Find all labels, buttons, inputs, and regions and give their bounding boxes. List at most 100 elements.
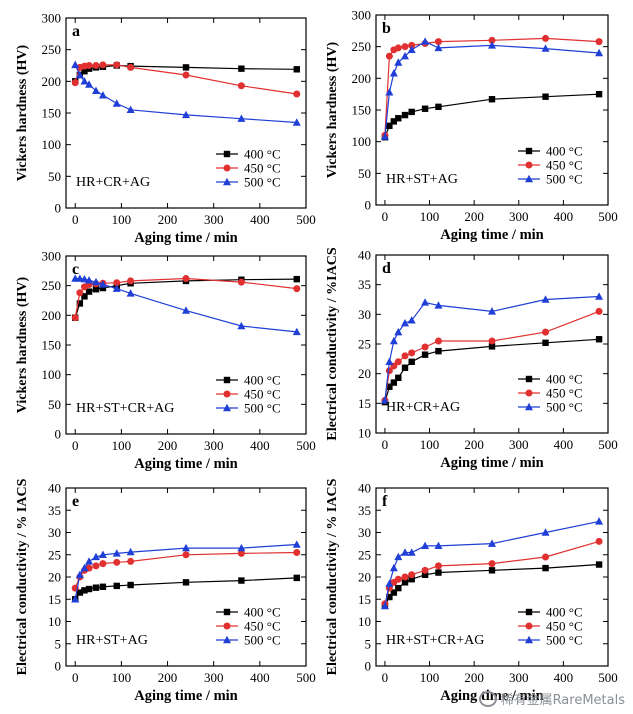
data-point	[71, 595, 80, 603]
data-point	[390, 589, 398, 596]
data-point	[76, 300, 84, 307]
x-tick-label: 0	[72, 438, 79, 453]
data-point	[385, 357, 394, 365]
legend-label: 400 °C	[546, 605, 583, 620]
data-point	[380, 601, 389, 610]
legend-marker	[223, 635, 231, 644]
treatment-label: HR+CR+AG	[386, 400, 460, 415]
data-point	[488, 41, 496, 49]
y-tick-label: 35	[358, 503, 371, 518]
data-point	[395, 115, 402, 122]
data-point	[595, 517, 604, 525]
data-point	[113, 558, 121, 566]
y-tick-label: 5	[365, 636, 372, 651]
data-point	[401, 364, 409, 371]
y-tick-label: 40	[358, 481, 371, 496]
data-point	[435, 103, 442, 111]
x-tick-label: 200	[158, 438, 178, 453]
data-point	[92, 62, 100, 69]
data-point	[408, 41, 416, 49]
legend-label: 450 °C	[244, 387, 281, 402]
data-point	[292, 118, 301, 126]
y-tick-label: 0	[365, 659, 372, 674]
data-point	[99, 284, 107, 292]
treatment-label: HR+ST+AG	[76, 633, 148, 648]
data-point	[98, 91, 107, 99]
data-point	[127, 63, 135, 71]
legend-label: 400 °C	[244, 373, 281, 388]
data-point	[238, 577, 245, 584]
data-point	[435, 347, 442, 355]
legend-label: 500 °C	[244, 175, 281, 190]
data-point	[92, 584, 100, 591]
y-tick-label: 35	[48, 503, 61, 518]
data-point	[395, 374, 402, 382]
y-axis-title: Vickers hardness (HV)	[325, 41, 340, 178]
treatment-label: HR+ST+AG	[386, 172, 458, 187]
data-point	[434, 38, 442, 46]
y-tick-label: 40	[48, 481, 61, 496]
y-tick-label: 250	[42, 42, 62, 57]
data-point	[92, 86, 100, 95]
y-tick-label: 20	[358, 366, 371, 381]
treatment-label: HR+ST+CR+AG	[386, 633, 484, 648]
data-point	[92, 277, 100, 286]
data-point	[127, 581, 134, 589]
data-point	[595, 537, 603, 545]
data-point	[434, 562, 442, 570]
data-point	[81, 68, 88, 75]
data-point	[113, 61, 121, 69]
data-point	[76, 589, 84, 596]
data-point	[542, 93, 549, 100]
data-point	[401, 352, 409, 360]
x-tick-label: 0	[382, 209, 389, 224]
data-point	[395, 584, 402, 592]
legend-label: 500 °C	[546, 400, 583, 415]
data-point	[182, 275, 190, 283]
data-point	[99, 61, 107, 69]
y-tick-label: 10	[358, 426, 371, 441]
y-tick-label: 100	[42, 367, 62, 382]
legend-label: 400 °C	[244, 605, 281, 620]
x-axis-title: Aging time / min	[440, 455, 544, 471]
data-point	[408, 108, 415, 116]
panel-label: e	[72, 493, 79, 510]
y-tick-label: 300	[42, 249, 62, 264]
data-point	[394, 358, 402, 366]
x-tick-label: 500	[296, 212, 316, 227]
data-point	[293, 66, 300, 73]
data-point	[81, 587, 88, 594]
x-tick-label: 100	[112, 670, 132, 685]
data-point	[386, 593, 393, 601]
y-axis-title: Electrical conductivity / % IACS	[15, 478, 30, 675]
y-tick-label: 50	[358, 166, 371, 181]
data-point	[85, 276, 94, 284]
data-point	[237, 549, 245, 557]
data-point	[389, 336, 398, 345]
y-tick-label: 0	[55, 659, 62, 674]
data-point	[98, 550, 107, 558]
data-point	[390, 118, 398, 125]
data-point	[71, 60, 80, 69]
data-point	[293, 90, 301, 98]
legend-marker	[525, 402, 533, 411]
legend-marker	[525, 161, 533, 169]
data-point	[408, 349, 416, 357]
data-point	[127, 557, 135, 565]
data-point	[80, 77, 89, 85]
data-point	[434, 43, 443, 52]
x-axis-title: Aging time / min	[134, 230, 238, 246]
data-point	[541, 295, 550, 303]
x-axis-title: Aging time / min	[134, 688, 238, 704]
wechat-icon	[478, 690, 497, 707]
legend-marker	[223, 376, 231, 384]
legend-marker	[223, 150, 231, 158]
y-tick-label: 25	[358, 337, 371, 352]
data-point	[182, 579, 190, 586]
data-point	[488, 560, 496, 568]
y-tick-label: 25	[358, 547, 371, 562]
legend-marker	[525, 622, 533, 630]
data-point	[421, 566, 429, 574]
data-point	[542, 564, 549, 572]
x-tick-label: 200	[464, 437, 484, 452]
